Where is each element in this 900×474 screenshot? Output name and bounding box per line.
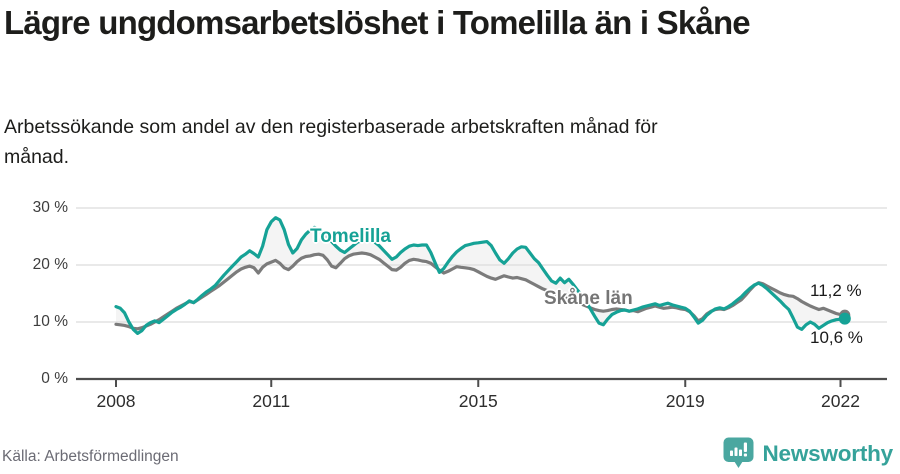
page-title: Lägre ungdomsarbetslöshet i Tomelilla än… xyxy=(4,4,751,41)
x-tick-label: 2008 xyxy=(96,391,136,411)
newsworthy-logo: Newsworthy xyxy=(723,437,893,470)
series-label-skane-lan: Skåne län xyxy=(544,288,633,309)
line-chart: Lägre ungdomsarbetslöshet i Tomelilla än… xyxy=(4,4,887,411)
x-tick-label: 2019 xyxy=(665,391,705,411)
y-tick-label: 20 % xyxy=(32,256,68,273)
plot-area xyxy=(76,207,887,387)
y-tick-label: 0 % xyxy=(41,370,68,387)
newsworthy-wordmark: Newsworthy xyxy=(762,440,893,466)
x-tick-label: 2022 xyxy=(821,391,860,411)
source-note: Källa: Arbetsförmedlingen xyxy=(2,448,179,465)
y-tick-label: 30 % xyxy=(32,199,68,216)
y-tick-label: 10 % xyxy=(32,313,68,330)
end-value-label-skane: 11,2 % xyxy=(810,281,862,300)
x-tick-label: 2011 xyxy=(252,391,291,411)
chart-subtitle: Arbetssökande som andel av den registerb… xyxy=(4,116,658,168)
x-tick-label: 2015 xyxy=(458,391,498,411)
series-label-tomelilla: Tomelilla xyxy=(310,226,391,247)
end-value-label-tomelilla: 10,6 % xyxy=(810,328,863,347)
newsworthy-icon xyxy=(723,437,754,468)
